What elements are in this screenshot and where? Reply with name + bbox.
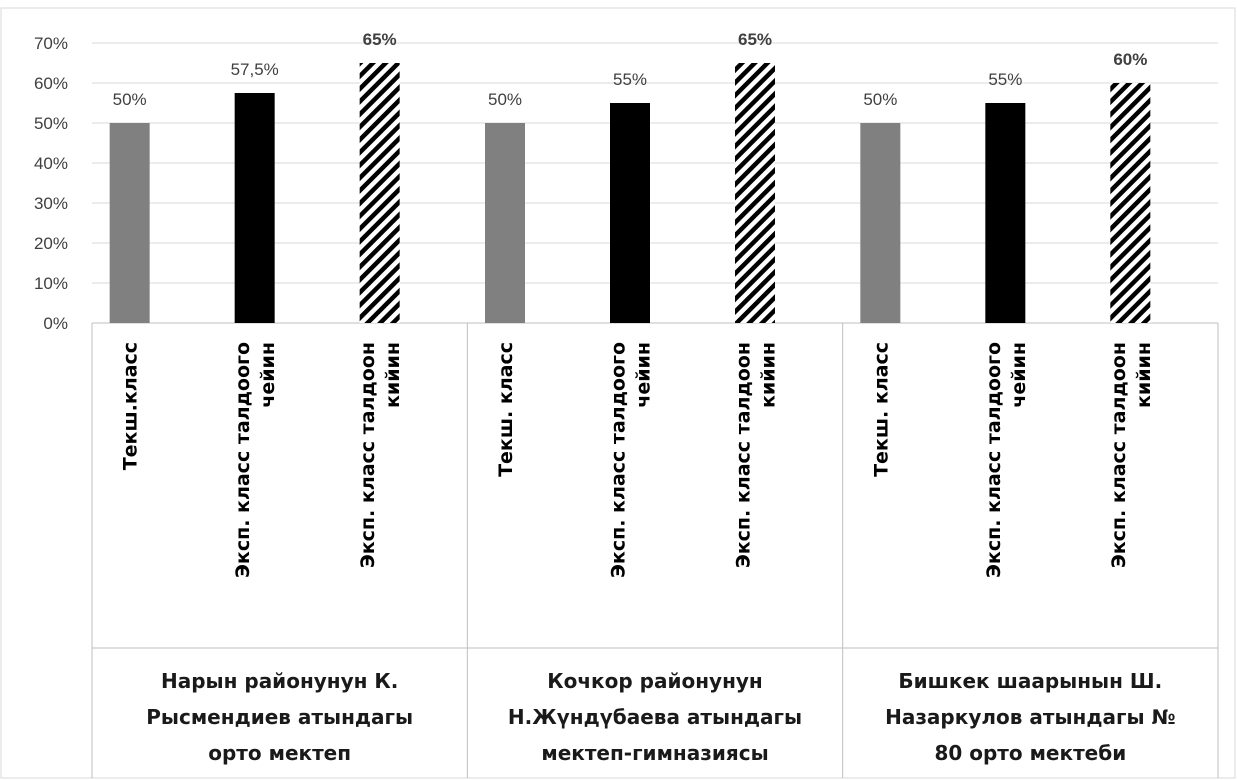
category-label: Эксп. класс талдоон кийин xyxy=(357,342,404,568)
bar-gray xyxy=(109,123,150,323)
category-label-line: Текш.класс xyxy=(120,342,142,470)
category-label: Текш.класс xyxy=(120,342,142,470)
bar-black xyxy=(985,103,1026,323)
y-tick-label: 50% xyxy=(34,114,68,133)
group-labels: Нарын районунун К. Рысмендиев атындагы орт… xyxy=(146,669,1175,765)
bar-hatched xyxy=(1110,83,1151,323)
category-label: Эксп. класс талдоон кийин xyxy=(1108,342,1155,568)
bar-gray xyxy=(485,123,525,323)
group-label-line: Бишкек шаарынын Ш. xyxy=(898,669,1162,693)
category-label-line: чейин xyxy=(633,342,655,408)
category-label-line: кийин xyxy=(382,342,404,408)
data-label: 50% xyxy=(488,90,522,109)
group-label-line: Нарын районунун К. xyxy=(161,669,398,693)
bar-black xyxy=(234,93,275,323)
category-label-line: Эксп. класс талдоон xyxy=(357,342,379,568)
y-tick-label: 10% xyxy=(34,274,68,293)
category-label-line: Текш. класс xyxy=(495,342,517,477)
category-label-line: Эксп. класс талдоон xyxy=(733,342,755,568)
category-label: Эксп. класс талдоого чейин xyxy=(608,342,655,578)
bars xyxy=(109,63,1151,323)
data-label: 50% xyxy=(863,90,897,109)
category-label: Текш. класс xyxy=(870,342,892,477)
group-label-line: Назаркулов атындагы № xyxy=(885,705,1176,729)
data-labels: 50% 57,5% 65% 50% 55% 65% 50% 55% 60% xyxy=(113,30,1148,109)
group-label: Нарын районунун К. Рысмендиев атындагы орт… xyxy=(146,669,413,765)
category-label-line: Эксп. класс талдоого xyxy=(608,342,630,578)
y-tick-label: 60% xyxy=(34,74,68,93)
y-tick-label: 70% xyxy=(34,34,68,53)
category-label-line: Эксп. класс талдоон xyxy=(1108,342,1130,568)
group-label: Кочкор районунун Н.Жүндүбаева атындагы мек… xyxy=(508,669,802,765)
group-label-line: Рысмендиев атындагы xyxy=(146,705,413,729)
bar-hatched xyxy=(359,63,400,323)
category-label-line: кийин xyxy=(758,342,780,408)
category-labels: Текш.класс Эксп. класс талдоого чейин Эксп.… xyxy=(120,342,1155,578)
category-label-line: Эксп. класс талдоого xyxy=(232,342,254,578)
data-label: 60% xyxy=(1113,50,1147,69)
category-label: Эксп. класс талдоого чейин xyxy=(983,342,1030,578)
y-axis: 0% 10% 20% 30% 40% 50% 60% 70% xyxy=(34,34,68,333)
category-label: Эксп. класс талдоого чейин xyxy=(232,342,279,578)
data-label: 55% xyxy=(613,70,647,89)
gridlines xyxy=(92,42,1218,324)
y-tick-label: 40% xyxy=(34,154,68,173)
bar-black xyxy=(610,103,650,323)
category-label-line: чейин xyxy=(1008,342,1030,408)
group-label-line: мектеп-гимназиясы xyxy=(541,741,768,765)
group-label-line: Кочкор районунун xyxy=(547,669,763,693)
data-label: 50% xyxy=(113,90,147,109)
chart-frame xyxy=(0,7,1236,779)
y-tick-label: 20% xyxy=(34,234,68,253)
bar-gray xyxy=(860,123,901,323)
category-label: Текш. класс xyxy=(495,342,517,477)
data-label: 65% xyxy=(363,30,397,49)
category-label-line: чейин xyxy=(257,342,279,408)
data-label: 57,5% xyxy=(231,60,279,79)
y-tick-label: 30% xyxy=(34,194,68,213)
data-label: 55% xyxy=(988,70,1022,89)
category-label: Эксп. класс талдоон кийин xyxy=(733,342,780,568)
category-dividers xyxy=(91,323,1219,778)
category-label-line: Эксп. класс талдоого xyxy=(983,342,1005,578)
group-label: Бишкек шаарынын Ш. Назаркулов атындагы № 8… xyxy=(885,669,1176,765)
category-label-line: Текш. класс xyxy=(870,342,892,477)
category-label-line: кийин xyxy=(1133,342,1155,408)
group-label-line: 80 орто мектеби xyxy=(934,741,1126,765)
group-label-line: орто мектеп xyxy=(208,741,351,765)
data-label: 65% xyxy=(738,30,772,49)
y-tick-label: 0% xyxy=(43,314,68,333)
group-label-line: Н.Жүндүбаева атындагы xyxy=(508,705,802,729)
bar-hatched xyxy=(735,63,775,323)
